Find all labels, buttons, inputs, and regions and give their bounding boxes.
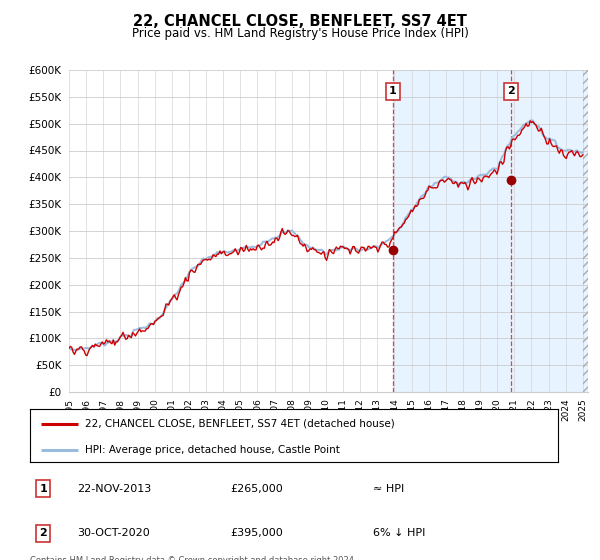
Text: Contains HM Land Registry data © Crown copyright and database right 2024.
This d: Contains HM Land Registry data © Crown c…	[30, 556, 356, 560]
Text: 6% ↓ HPI: 6% ↓ HPI	[373, 529, 425, 538]
Text: Price paid vs. HM Land Registry's House Price Index (HPI): Price paid vs. HM Land Registry's House …	[131, 27, 469, 40]
Text: £395,000: £395,000	[230, 529, 283, 538]
Bar	[583, 70, 588, 392]
Text: 22, CHANCEL CLOSE, BENFLEET, SS7 4ET (detached house): 22, CHANCEL CLOSE, BENFLEET, SS7 4ET (de…	[85, 419, 395, 429]
Bar	[393, 70, 588, 392]
Text: 30-OCT-2020: 30-OCT-2020	[77, 529, 150, 538]
Text: 2: 2	[40, 529, 47, 538]
Text: 1: 1	[40, 484, 47, 493]
Text: 1: 1	[389, 86, 397, 96]
Text: 22-NOV-2013: 22-NOV-2013	[77, 484, 152, 493]
Text: £265,000: £265,000	[230, 484, 283, 493]
Text: HPI: Average price, detached house, Castle Point: HPI: Average price, detached house, Cast…	[85, 445, 340, 455]
Bar	[583, 70, 588, 392]
Text: 2: 2	[508, 86, 515, 96]
Text: ≈ HPI: ≈ HPI	[373, 484, 404, 493]
Text: 22, CHANCEL CLOSE, BENFLEET, SS7 4ET: 22, CHANCEL CLOSE, BENFLEET, SS7 4ET	[133, 14, 467, 29]
